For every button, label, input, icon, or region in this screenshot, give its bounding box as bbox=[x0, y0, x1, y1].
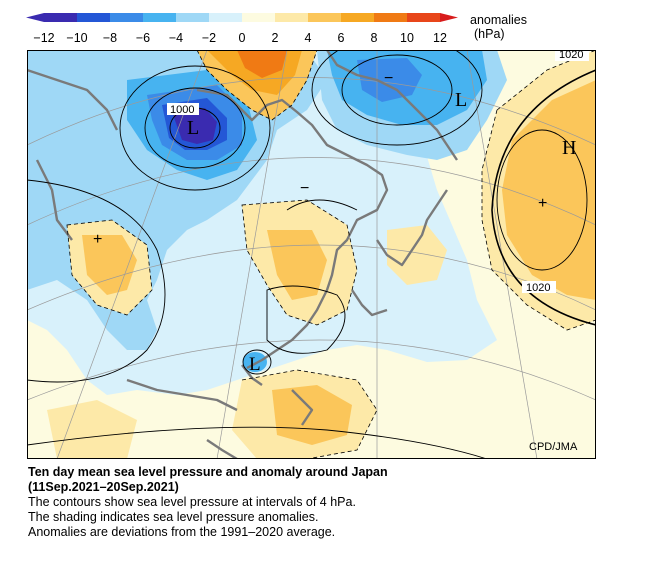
contour-label-1000-group: 1000 bbox=[167, 103, 199, 116]
colorbar-swatch bbox=[341, 13, 375, 22]
colorbar-unit: (hPa) bbox=[474, 27, 505, 41]
anomaly-plus-pacific: + bbox=[538, 195, 547, 212]
contour-label-1020-right-group: 1020 bbox=[522, 281, 556, 294]
colorbar-tick-label: 8 bbox=[371, 31, 378, 45]
colorbar-ticks: −12 −10 −8 −6 −4 −2 0 2 4 6 8 10 12 bbox=[33, 31, 447, 45]
colorbar-swatch bbox=[209, 13, 243, 22]
colorbar-tick-label: −6 bbox=[136, 31, 150, 45]
colorbar-swatch bbox=[374, 13, 408, 22]
colorbar-tick-label: 12 bbox=[433, 31, 447, 45]
colorbar-title: anomalies bbox=[470, 13, 527, 27]
pressure-anomaly-map: 1000 1020 1020 L L H L − − + + CPD/JMA bbox=[27, 50, 596, 459]
contour-label-1020-top: 1020 bbox=[559, 50, 583, 61]
caption-title: Ten day mean sea level pressure and anom… bbox=[28, 465, 388, 479]
colorbar-tick-label: −12 bbox=[33, 31, 54, 45]
colorbar-tick-label: −2 bbox=[202, 31, 216, 45]
low-center-taiwan: L bbox=[249, 354, 261, 375]
pressure-contours bbox=[27, 50, 596, 459]
colorbar-left-arrow bbox=[26, 13, 44, 22]
colorbar-swatch bbox=[77, 13, 111, 22]
positive-anomaly-shading bbox=[47, 50, 596, 459]
figure-caption: Ten day mean sea level pressure and anom… bbox=[28, 465, 628, 540]
colorbar-tick-label: 10 bbox=[400, 31, 414, 45]
contour-label-1000: 1000 bbox=[170, 104, 194, 116]
colorbar-swatch bbox=[407, 13, 441, 22]
colorbar-tick-label: −4 bbox=[169, 31, 183, 45]
colorbar-swatch bbox=[44, 13, 78, 22]
caption-anomaly-note: Anomalies are deviations from the 1991–2… bbox=[28, 525, 336, 539]
colorbar-swatches bbox=[26, 13, 458, 22]
colorbar-swatch bbox=[143, 13, 177, 22]
caption-shading-note: The shading indicates sea level pressure… bbox=[28, 510, 319, 524]
map-frame bbox=[27, 50, 596, 459]
low-center-siberia: L bbox=[187, 117, 199, 139]
coastlines bbox=[27, 50, 458, 459]
colorbar-swatch bbox=[275, 13, 309, 22]
colorbar-tick-label: −10 bbox=[66, 31, 87, 45]
contour-label-1020-top-group: 1020 bbox=[555, 50, 589, 61]
contour-label-1020-right: 1020 bbox=[526, 282, 550, 294]
caption-contour-note: The contours show sea level pressure at … bbox=[28, 495, 356, 509]
colorbar-tick-label: −8 bbox=[103, 31, 117, 45]
colorbar-right-arrow bbox=[440, 13, 458, 22]
colorbar-swatch bbox=[308, 13, 342, 22]
high-center-pacific: H bbox=[562, 137, 576, 159]
latitude-longitude-grid bbox=[27, 50, 596, 459]
map-credit: CPD/JMA bbox=[529, 441, 578, 453]
colorbar-tick-label: 2 bbox=[272, 31, 279, 45]
anomaly-minus-central: − bbox=[300, 180, 309, 197]
low-center-okhotsk: L bbox=[455, 89, 467, 111]
colorbar-tick-label: 6 bbox=[338, 31, 345, 45]
anomaly-minus-north: − bbox=[384, 70, 393, 87]
colorbar-swatch bbox=[110, 13, 144, 22]
colorbar-tick-label: 4 bbox=[305, 31, 312, 45]
caption-period: (11Sep.2021–20Sep.2021) bbox=[28, 480, 179, 494]
anomaly-plus-west: + bbox=[93, 231, 102, 248]
colorbar-swatch bbox=[242, 13, 276, 22]
anomaly-colorbar: −12 −10 −8 −6 −4 −2 0 2 4 6 8 10 12 anomalies (hPa) bbox=[26, 13, 527, 45]
colorbar-tick-label: 0 bbox=[239, 31, 246, 45]
colorbar-swatch bbox=[176, 13, 210, 22]
